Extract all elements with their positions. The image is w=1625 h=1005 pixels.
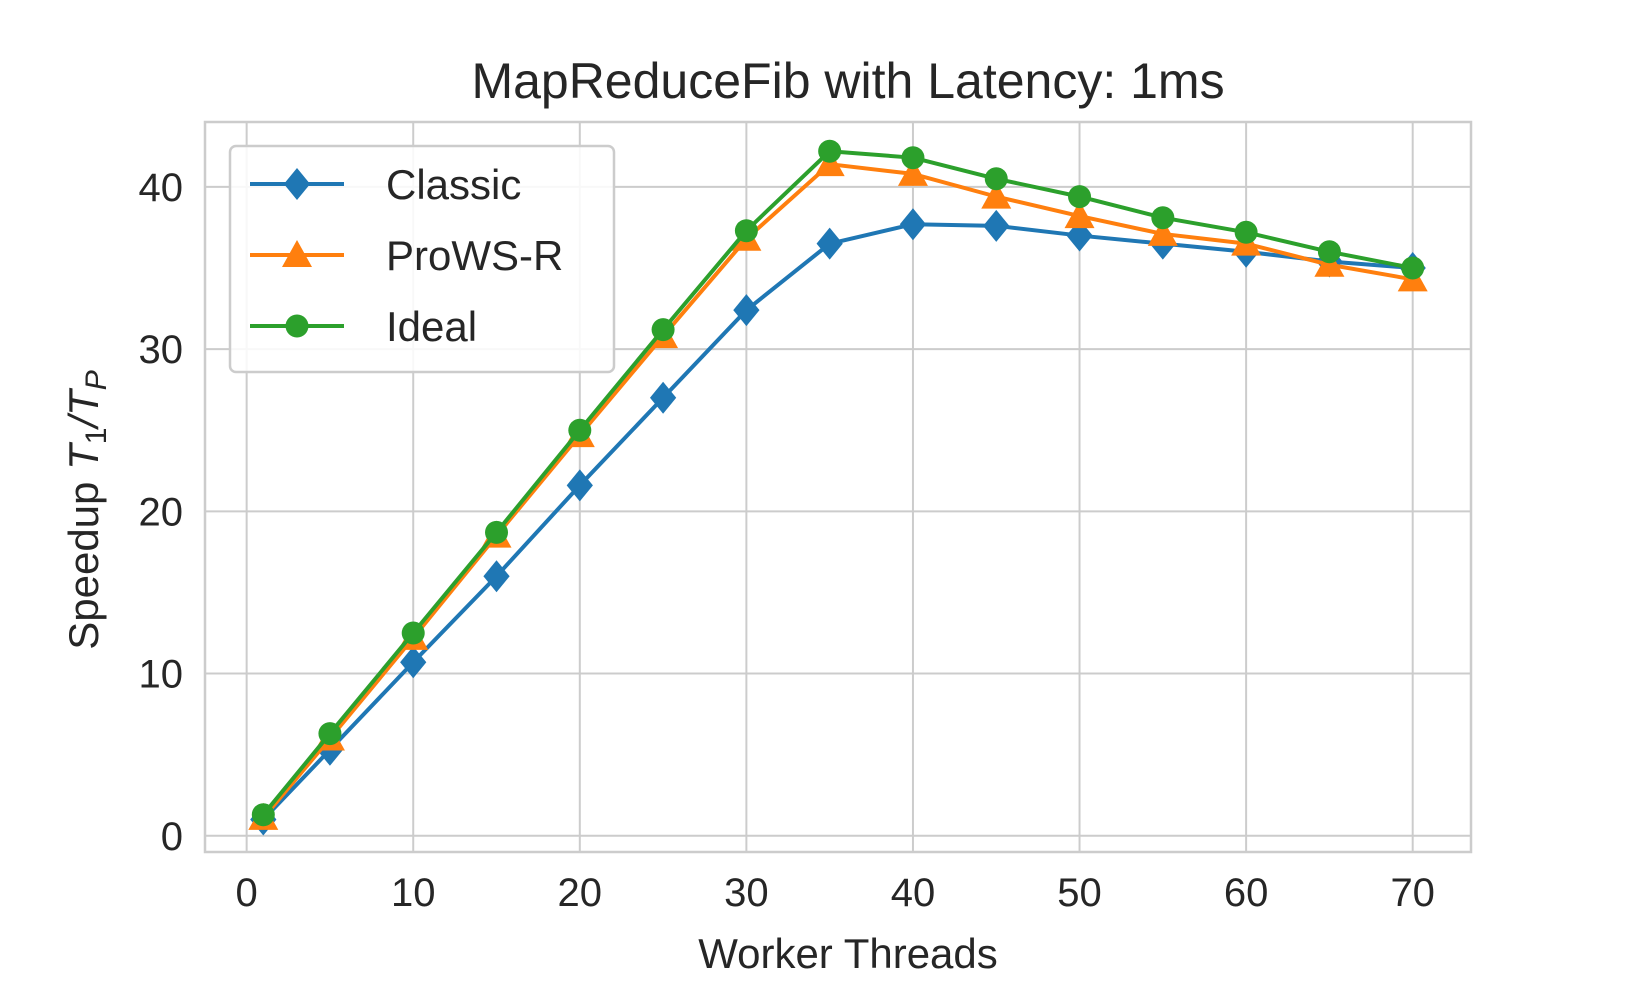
y-axis-label: Speedup T1/TP (60, 370, 113, 650)
x-tick-label: 30 (724, 871, 769, 915)
data-point-prows-r (1147, 218, 1178, 246)
data-point-ideal (1317, 240, 1341, 264)
data-point-classic (400, 646, 427, 679)
legend-item-prows-r: ProWS-R (250, 232, 563, 279)
y-axis-label-math: T1/TP (60, 370, 113, 470)
series-group (248, 139, 1428, 836)
y-tick-label: 30 (139, 328, 184, 372)
data-point-classic (566, 469, 593, 502)
legend-label: Classic (386, 161, 521, 208)
x-tick-label: 70 (1390, 871, 1435, 915)
legend-item-classic: Classic (250, 161, 521, 208)
legend-box (228, 144, 616, 374)
legend-label: ProWS-R (386, 232, 563, 279)
y-axis-label-text: Speedup (60, 470, 107, 650)
data-point-ideal (651, 318, 675, 342)
x-tick-label: 60 (1224, 871, 1269, 915)
data-point-classic (483, 560, 510, 593)
data-point-ideal (818, 139, 842, 163)
data-point-prows-r (981, 181, 1012, 209)
data-point-ideal (401, 621, 425, 645)
plot-frame (203, 120, 1473, 854)
data-point-ideal (901, 146, 925, 170)
y-tick-label: 0 (161, 815, 183, 859)
x-tick-label: 20 (558, 871, 603, 915)
legend-label: Ideal (386, 303, 477, 350)
y-axis-ticks: 0 10 20 30 40 (139, 166, 184, 859)
legend-marker-ideal (285, 314, 309, 338)
x-tick-label: 0 (236, 871, 258, 915)
data-point-classic (983, 209, 1010, 242)
data-point-ideal (1068, 185, 1092, 209)
x-axis-label: Worker Threads (698, 930, 998, 977)
legend-marker-prows-r (282, 240, 312, 267)
y-tick-label: 40 (139, 166, 184, 210)
data-point-ideal (1234, 220, 1258, 244)
chart-title: MapReduceFib with Latency: 1ms (471, 53, 1224, 109)
data-point-ideal (1151, 206, 1175, 230)
data-point-ideal (251, 803, 275, 827)
x-tick-label: 50 (1057, 871, 1102, 915)
data-point-classic (816, 227, 843, 260)
data-point-prows-r (897, 158, 928, 186)
data-point-classic (649, 381, 677, 414)
x-axis-ticks: 0 10 20 30 40 50 60 70 (236, 871, 1435, 915)
legend-item-ideal: Ideal (250, 303, 477, 350)
data-point-classic (733, 294, 760, 327)
data-point-prows-r (1064, 201, 1095, 229)
y-tick-label: 10 (139, 653, 184, 697)
legend: Classic ProWS-R Ideal (228, 144, 616, 374)
data-point-ideal (568, 418, 592, 442)
x-tick-label: 40 (891, 871, 936, 915)
data-point-ideal (1401, 256, 1425, 280)
legend-marker-classic (283, 168, 311, 200)
series-ideal (251, 139, 1425, 827)
data-point-ideal (318, 722, 342, 746)
data-point-ideal (485, 520, 509, 544)
data-point-classic (899, 208, 927, 241)
data-point-ideal (734, 219, 758, 243)
y-tick-label: 20 (139, 490, 184, 534)
x-tick-label: 10 (391, 871, 436, 915)
data-point-ideal (984, 167, 1008, 191)
